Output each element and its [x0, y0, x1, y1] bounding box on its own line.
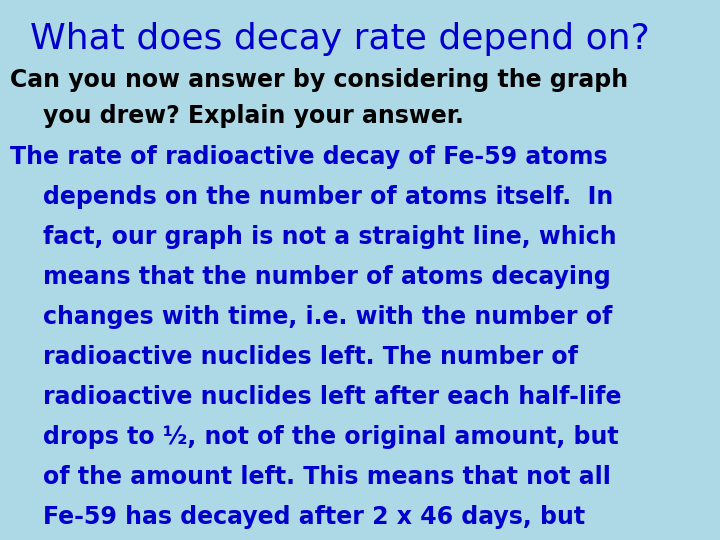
Text: radioactive nuclides left. The number of: radioactive nuclides left. The number of [10, 345, 578, 369]
Text: What does decay rate depend on?: What does decay rate depend on? [30, 22, 649, 56]
Text: depends on the number of atoms itself.  In: depends on the number of atoms itself. I… [10, 185, 613, 209]
Text: radioactive nuclides left after each half-life: radioactive nuclides left after each hal… [10, 385, 621, 409]
Text: Can you now answer by considering the graph: Can you now answer by considering the gr… [10, 68, 628, 92]
Text: The rate of radioactive decay of Fe-59 atoms: The rate of radioactive decay of Fe-59 a… [10, 145, 608, 169]
Text: drops to ½, not of the original amount, but: drops to ½, not of the original amount, … [10, 425, 618, 449]
Text: Fe-59 has decayed after 2 x 46 days, but: Fe-59 has decayed after 2 x 46 days, but [10, 505, 585, 529]
Text: fact, our graph is not a straight line, which: fact, our graph is not a straight line, … [10, 225, 616, 249]
Text: you drew? Explain your answer.: you drew? Explain your answer. [10, 104, 464, 128]
Text: changes with time, i.e. with the number of: changes with time, i.e. with the number … [10, 305, 613, 329]
Text: means that the number of atoms decaying: means that the number of atoms decaying [10, 265, 611, 289]
Text: of the amount left. This means that not all: of the amount left. This means that not … [10, 465, 611, 489]
